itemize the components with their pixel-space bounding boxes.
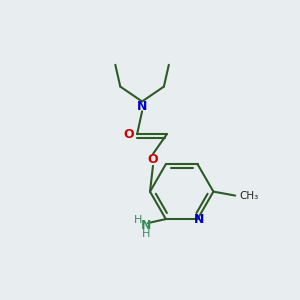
Text: N: N [137, 100, 147, 113]
Text: H: H [142, 229, 150, 239]
Text: O: O [148, 153, 158, 167]
Text: N: N [141, 218, 151, 232]
Text: H: H [134, 215, 142, 225]
Text: O: O [123, 128, 134, 141]
Text: N: N [194, 213, 205, 226]
Text: CH₃: CH₃ [239, 190, 258, 201]
